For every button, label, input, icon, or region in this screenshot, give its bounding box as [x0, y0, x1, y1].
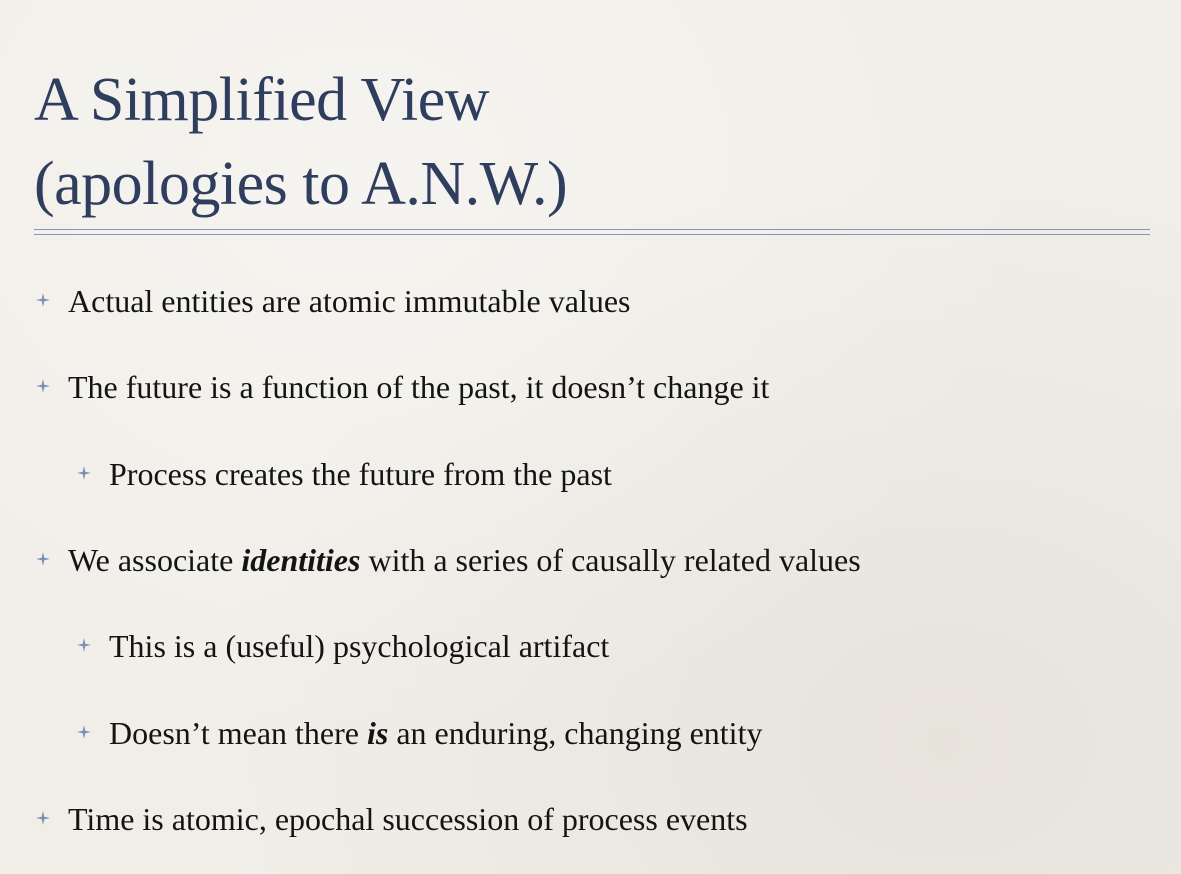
bullet-item: We associate identities with a series of… [36, 540, 861, 580]
sub-bullet-item: Process creates the future from the past [77, 454, 612, 494]
bullet-text: This is a (useful) psychological artifac… [109, 628, 610, 664]
title-line-1: A Simplified View [34, 66, 490, 134]
four-point-star-icon [77, 466, 91, 480]
bullet-item: The future is a function of the past, it… [36, 367, 770, 407]
bullet-text: We associate identities with a series of… [68, 542, 861, 578]
sub-bullet-item: This is a (useful) psychological artifac… [77, 626, 610, 666]
bullet-text: The future is a function of the past, it… [68, 369, 770, 405]
bullet-text: Actual entities are atomic immutable val… [68, 283, 631, 319]
four-point-star-icon [77, 725, 91, 739]
four-point-star-icon [77, 638, 91, 652]
four-point-star-icon [36, 293, 50, 307]
title-divider-bottom [34, 234, 1150, 235]
bullet-text-pre: We associate [68, 542, 242, 578]
bullet-text: Time is atomic, epochal succession of pr… [68, 801, 748, 837]
bullet-text: Doesn’t mean there is an enduring, chang… [109, 715, 762, 751]
title-divider-top [34, 229, 1150, 230]
slide-title: A Simplified View (apologies to A.N.W.) [34, 58, 568, 226]
four-point-star-icon [36, 552, 50, 566]
bullet-text-pre: Doesn’t mean there [109, 715, 367, 751]
bullet-item: Actual entities are atomic immutable val… [36, 281, 631, 321]
four-point-star-icon [36, 379, 50, 393]
bullet-emphasis: is [366, 715, 389, 751]
bullet-text-post: an enduring, changing entity [388, 715, 763, 751]
bullet-emphasis: identities [241, 542, 361, 578]
four-point-star-icon [36, 811, 50, 825]
bullet-item: Time is atomic, epochal succession of pr… [36, 799, 748, 839]
title-line-2: (apologies to A.N.W.) [34, 150, 568, 218]
bullet-text: Process creates the future from the past [109, 456, 612, 492]
bullet-text-post: with a series of causally related values [360, 542, 861, 578]
sub-bullet-item: Doesn’t mean there is an enduring, chang… [77, 713, 762, 753]
